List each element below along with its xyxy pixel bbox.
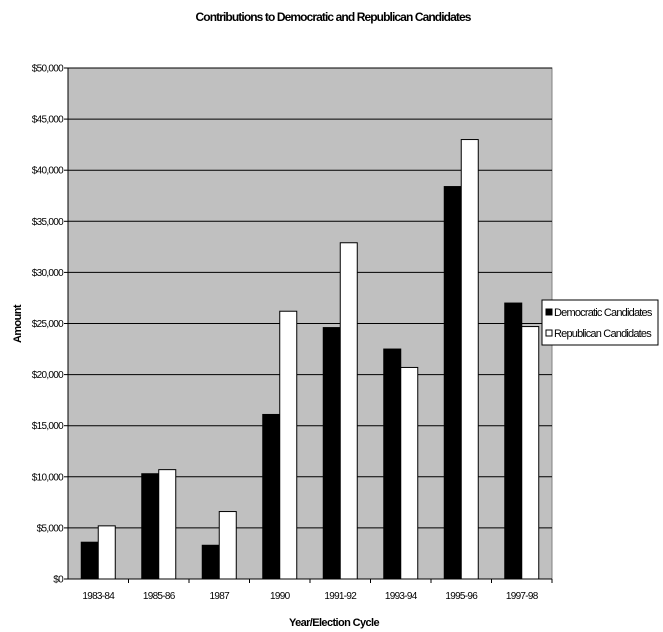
legend-label-democratic: Democratic Candidates xyxy=(554,307,653,319)
y-tick-label: $40,000 xyxy=(32,166,64,177)
bar-republican xyxy=(460,139,479,580)
bar-democratic xyxy=(443,186,462,580)
y-tick-label: $25,000 xyxy=(32,319,64,330)
legend: Democratic Candidates Republican Candida… xyxy=(541,299,659,346)
legend-box xyxy=(541,299,659,346)
bar-republican xyxy=(279,310,298,580)
y-tick-label: $20,000 xyxy=(32,370,64,381)
x-tick-label: 1995-96 xyxy=(445,591,478,602)
bar-democratic xyxy=(141,473,160,580)
x-tick-label: 1997-98 xyxy=(506,591,539,602)
x-tick-label: 1993-94 xyxy=(385,591,418,602)
y-tick-label: $10,000 xyxy=(32,472,64,483)
y-tick-label: $5,000 xyxy=(37,523,65,534)
y-tick-label: $30,000 xyxy=(32,268,64,279)
bar-democratic xyxy=(383,348,402,580)
bar-democratic xyxy=(322,327,341,580)
y-tick-labels: $0 $5,000 $10,000 $15,000 $20,000 $25,000 $30,… xyxy=(32,64,65,586)
y-tick-label: $50,000 xyxy=(32,64,64,75)
y-tick-label: $0 xyxy=(53,575,64,586)
y-tick-label: $45,000 xyxy=(32,115,64,126)
bar-democratic xyxy=(504,302,523,580)
bars xyxy=(80,139,540,580)
bar-republican xyxy=(400,366,419,580)
x-tick-labels: 1983-84 1985-86 1987 1990 1991-92 1993-94 1995… xyxy=(82,591,539,602)
x-axis-title: Year/Election Cycle xyxy=(289,617,380,629)
x-tick-label: 1991-92 xyxy=(324,591,357,602)
bar-republican xyxy=(97,525,116,580)
bar-democratic xyxy=(262,413,281,580)
y-axis-title: Amount xyxy=(12,304,24,343)
chart-title: Contributions to Democratic and Republic… xyxy=(196,10,472,24)
axes xyxy=(64,67,553,583)
y-tick-label: $35,000 xyxy=(32,217,64,228)
bar-republican xyxy=(339,242,358,580)
x-tick-label: 1990 xyxy=(270,591,291,602)
y-tick-label: $15,000 xyxy=(32,421,64,432)
bar-republican xyxy=(158,469,177,580)
x-tick-label: 1985-86 xyxy=(143,591,176,602)
bar-democratic xyxy=(201,544,220,580)
bar-democratic xyxy=(80,541,99,580)
legend-swatch-democratic xyxy=(545,308,553,316)
x-tick-label: 1987 xyxy=(210,591,231,602)
bar-republican xyxy=(521,326,540,580)
legend-swatch-republican xyxy=(545,329,553,337)
x-tick-label: 1983-84 xyxy=(82,591,115,602)
bar-republican xyxy=(218,511,237,580)
legend-label-republican: Republican Candidates xyxy=(554,328,652,340)
